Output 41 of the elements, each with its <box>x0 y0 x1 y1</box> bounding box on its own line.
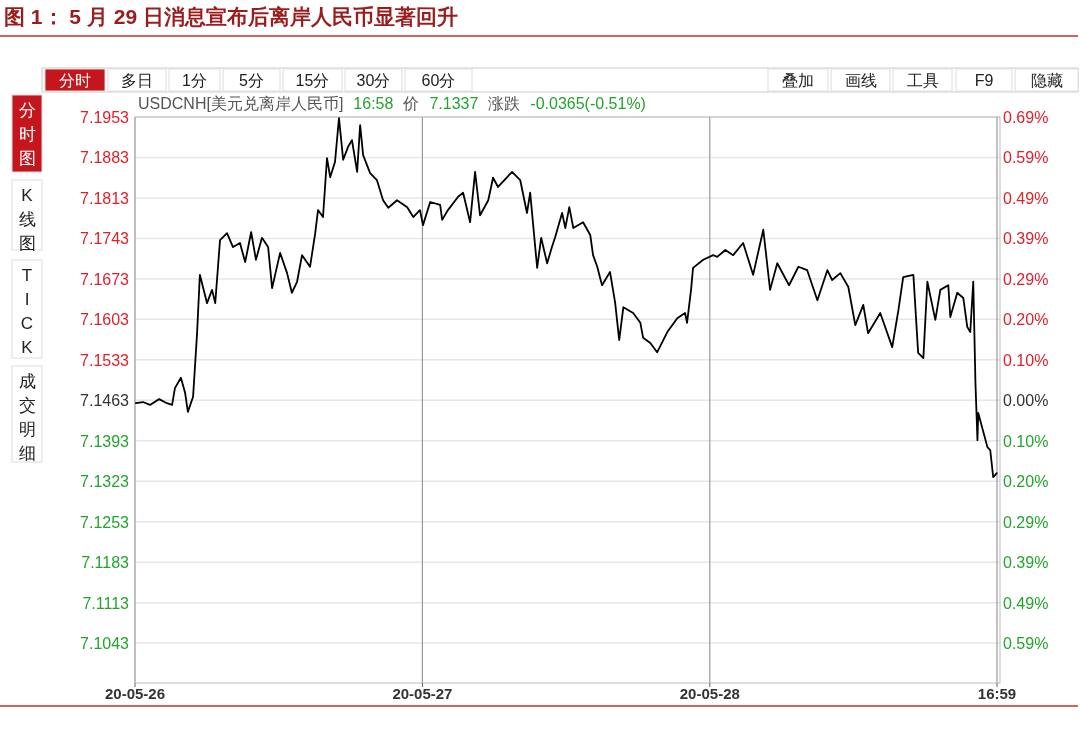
y2-tick-label: 0.10% <box>1003 351 1049 369</box>
y2-tick-label: 0.00% <box>1003 392 1049 410</box>
y2-tick-label: 0.49% <box>1003 594 1049 612</box>
y-tick-label: 7.1883 <box>80 149 130 167</box>
x-tick-label: 20-05-26 <box>104 685 166 702</box>
text: -0.0365(-0.51%) <box>530 95 646 112</box>
y2-tick-label: 0.20% <box>1003 473 1049 491</box>
text: USDCNH[美元兑离岸人民币] <box>138 95 344 112</box>
text: 价 <box>402 95 420 112</box>
x-tick-label: 20-05-27 <box>392 685 453 702</box>
x-tick-label: 16:59 <box>977 685 1017 702</box>
y2-tick-label: 0.10% <box>1003 432 1049 450</box>
text: 16:58 <box>353 95 394 112</box>
y2-tick-label: 0.29% <box>1003 270 1049 288</box>
y-tick-label: 7.1463 <box>80 392 130 410</box>
y-tick-label: 7.1043 <box>80 635 130 653</box>
toolbar: 分时 多日 1分 5分 15分 30分 60分 叠加 画线 工具 F9 隐藏 <box>41 67 1079 93</box>
text: 涨跌 <box>488 95 521 112</box>
chart-title: 图 1： 5 月 29 日消息宣布后离岸人民币显著回升 <box>4 5 458 28</box>
y2-tick-label: 0.59% <box>1003 635 1049 653</box>
side-panel: 分时图 K线图 TICK 成交明细 <box>11 94 43 463</box>
y2-tick-label: 0.39% <box>1003 230 1049 248</box>
y-tick-label: 7.1813 <box>80 189 130 207</box>
y-tick-label: 7.1113 <box>82 594 130 612</box>
y-tick-label: 7.1183 <box>81 554 130 572</box>
y2-tick-label: 0.39% <box>1003 554 1049 572</box>
y-tick-label: 7.1323 <box>80 473 130 491</box>
y2-tick-label: 0.69% <box>1003 109 1049 126</box>
x-tick-label: 20-05-28 <box>679 685 740 702</box>
text: 7.1337 <box>429 95 479 112</box>
y2-tick-label: 0.29% <box>1003 513 1049 531</box>
y-tick-label: 7.1953 <box>80 109 130 126</box>
y2-tick-label: 0.59% <box>1003 149 1049 167</box>
y-tick-label: 7.1393 <box>80 432 130 450</box>
y-tick-label: 7.1743 <box>80 230 130 248</box>
y-tick-label: 7.1533 <box>80 351 130 369</box>
y-tick-label: 7.1603 <box>80 311 130 329</box>
y2-tick-label: 0.49% <box>1003 189 1049 207</box>
y-tick-label: 7.1673 <box>80 270 130 288</box>
y-tick-label: 7.1253 <box>80 513 130 531</box>
y2-tick-label: 0.20% <box>1003 311 1049 329</box>
